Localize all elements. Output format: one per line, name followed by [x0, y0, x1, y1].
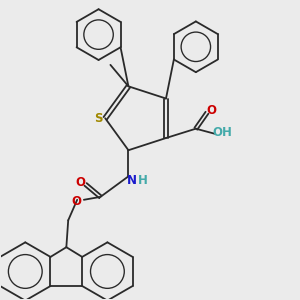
Text: O: O: [71, 195, 81, 208]
Text: N: N: [126, 174, 136, 187]
Text: OH: OH: [213, 127, 233, 140]
Text: O: O: [206, 104, 217, 117]
Text: O: O: [75, 176, 85, 189]
Text: H: H: [138, 174, 148, 187]
Text: S: S: [94, 112, 103, 125]
